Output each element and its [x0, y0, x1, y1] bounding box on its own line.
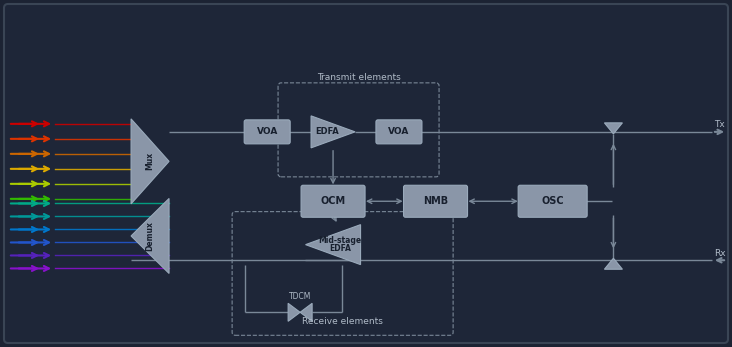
FancyBboxPatch shape: [518, 185, 587, 217]
Polygon shape: [605, 123, 622, 134]
FancyBboxPatch shape: [4, 4, 728, 343]
Text: Rx: Rx: [714, 249, 725, 258]
Text: VOA: VOA: [256, 127, 278, 136]
FancyBboxPatch shape: [403, 185, 468, 217]
Text: Receive elements: Receive elements: [302, 317, 383, 326]
Text: OCM: OCM: [321, 196, 346, 206]
Polygon shape: [131, 198, 169, 273]
Polygon shape: [605, 258, 622, 269]
Text: Mid-stage: Mid-stage: [318, 236, 362, 245]
FancyBboxPatch shape: [376, 120, 422, 144]
Polygon shape: [305, 225, 361, 265]
Text: VOA: VOA: [388, 127, 410, 136]
FancyBboxPatch shape: [244, 120, 290, 144]
Text: OSC: OSC: [542, 196, 564, 206]
Text: EDFA: EDFA: [315, 127, 340, 136]
Polygon shape: [131, 119, 169, 204]
FancyBboxPatch shape: [301, 185, 365, 217]
Text: NMB: NMB: [423, 196, 448, 206]
Text: Tx: Tx: [714, 120, 725, 129]
Text: TDCM: TDCM: [289, 292, 311, 301]
Text: Mux: Mux: [146, 152, 154, 170]
Polygon shape: [311, 116, 355, 148]
Polygon shape: [288, 303, 300, 321]
Text: Demux: Demux: [146, 221, 154, 251]
Polygon shape: [300, 303, 312, 321]
Text: EDFA: EDFA: [329, 244, 351, 253]
Text: Transmit elements: Transmit elements: [317, 73, 400, 82]
